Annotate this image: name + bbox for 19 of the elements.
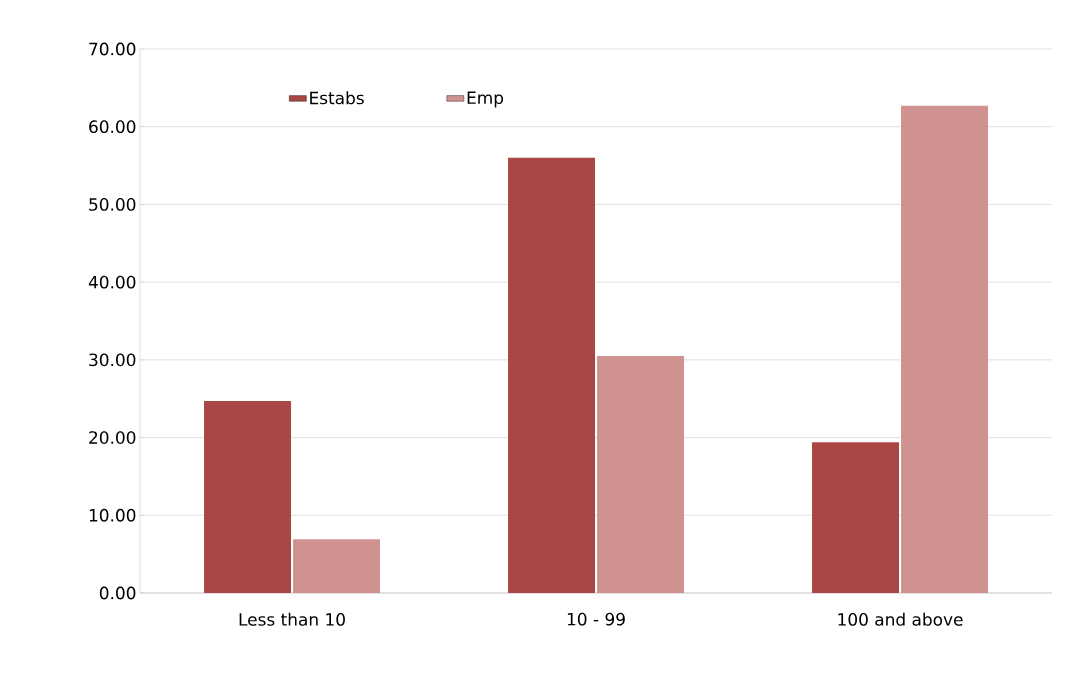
y-tick-label: 40.00 (88, 275, 136, 289)
y-tick-label: 10.00 (89, 508, 136, 522)
legend-label: Emp (467, 91, 504, 108)
y-tick-label: 50.00 (89, 198, 136, 211)
x-tick-label: Less than 10 (239, 612, 345, 626)
y-tick-label: 30.00 (89, 353, 136, 367)
bar (204, 401, 292, 593)
bar (597, 355, 685, 593)
bar (812, 442, 900, 593)
x-tick-label: 100 and above (838, 612, 963, 626)
y-tick-label: 60.00 (89, 120, 136, 134)
y-tick-label: 0.00 (99, 586, 136, 600)
y-tick-label: 70.00 (89, 42, 136, 56)
legend-label: Estabs (310, 91, 364, 105)
y-tick-label: 20.00 (89, 431, 136, 444)
bar (508, 157, 596, 593)
bar (293, 539, 381, 593)
x-tick-label: 10 - 99 (567, 612, 625, 626)
bar (901, 105, 989, 593)
